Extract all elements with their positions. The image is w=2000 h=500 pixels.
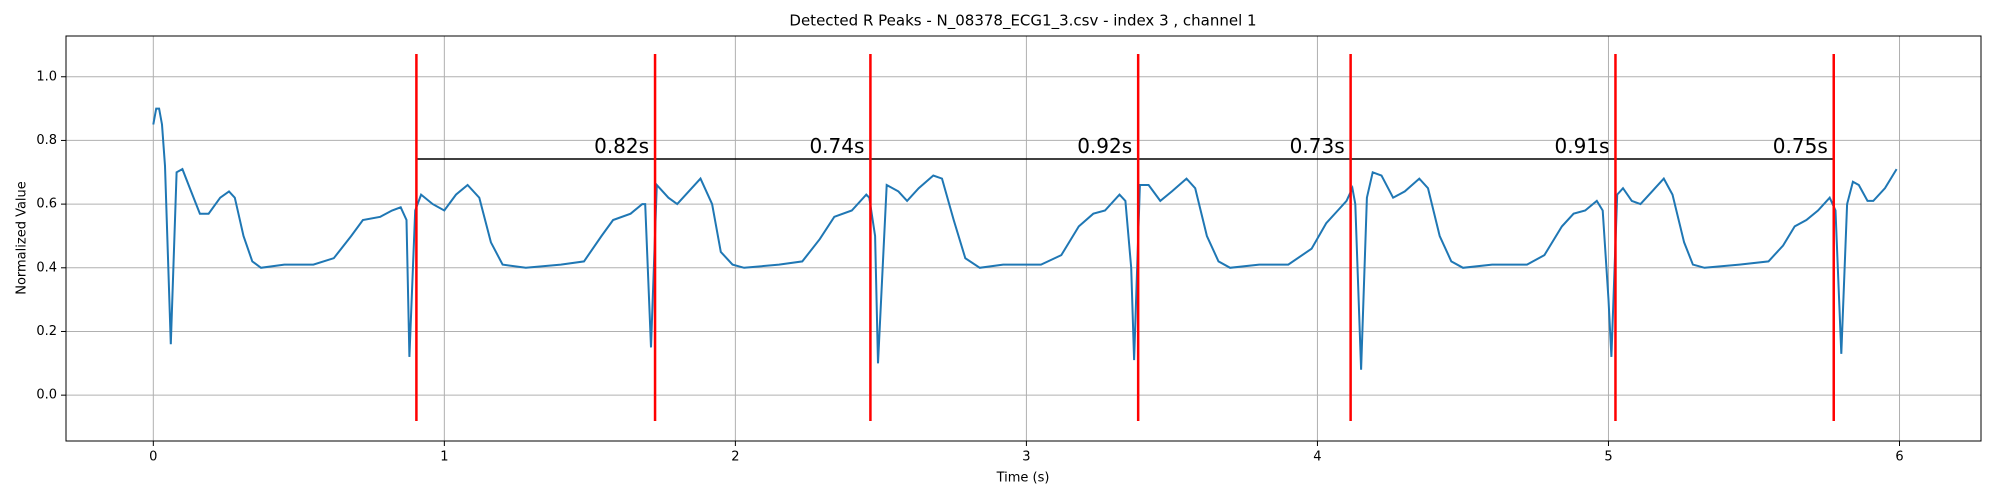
ecg-line	[152, 107, 1898, 370]
chart-title: Detected R Peaks - N_08378_ECG1_3.csv - …	[789, 12, 1256, 31]
x-tick-label: 4	[1313, 450, 1321, 465]
x-tick-label: 2	[731, 450, 739, 465]
y-tick-label: 0.8	[36, 133, 57, 148]
y-tick-label: 0.6	[36, 197, 57, 212]
y-tick-label: 0.2	[36, 324, 57, 339]
interval-label: 0.82s	[594, 134, 649, 158]
x-tick-label: 3	[1022, 450, 1030, 465]
x-tick-label: 1	[440, 450, 448, 465]
y-axis-label: Normalized Value	[15, 181, 30, 295]
interval-label: 0.74s	[809, 134, 864, 158]
interval-label: 0.92s	[1077, 134, 1132, 158]
y-tick-label: 0.4	[36, 260, 57, 275]
y-tick-label: 0.0	[36, 388, 57, 403]
x-tick-label: 6	[1895, 450, 1903, 465]
x-axis-label: Time (s)	[996, 471, 1050, 486]
axes-frame	[65, 35, 1982, 442]
interval-label: 0.73s	[1290, 134, 1345, 158]
x-tick-label: 5	[1604, 450, 1612, 465]
interval-label: 0.75s	[1773, 134, 1828, 158]
x-tick-label: 0	[149, 450, 157, 465]
interval-label: 0.91s	[1555, 134, 1610, 158]
y-tick-label: 1.0	[36, 69, 57, 84]
